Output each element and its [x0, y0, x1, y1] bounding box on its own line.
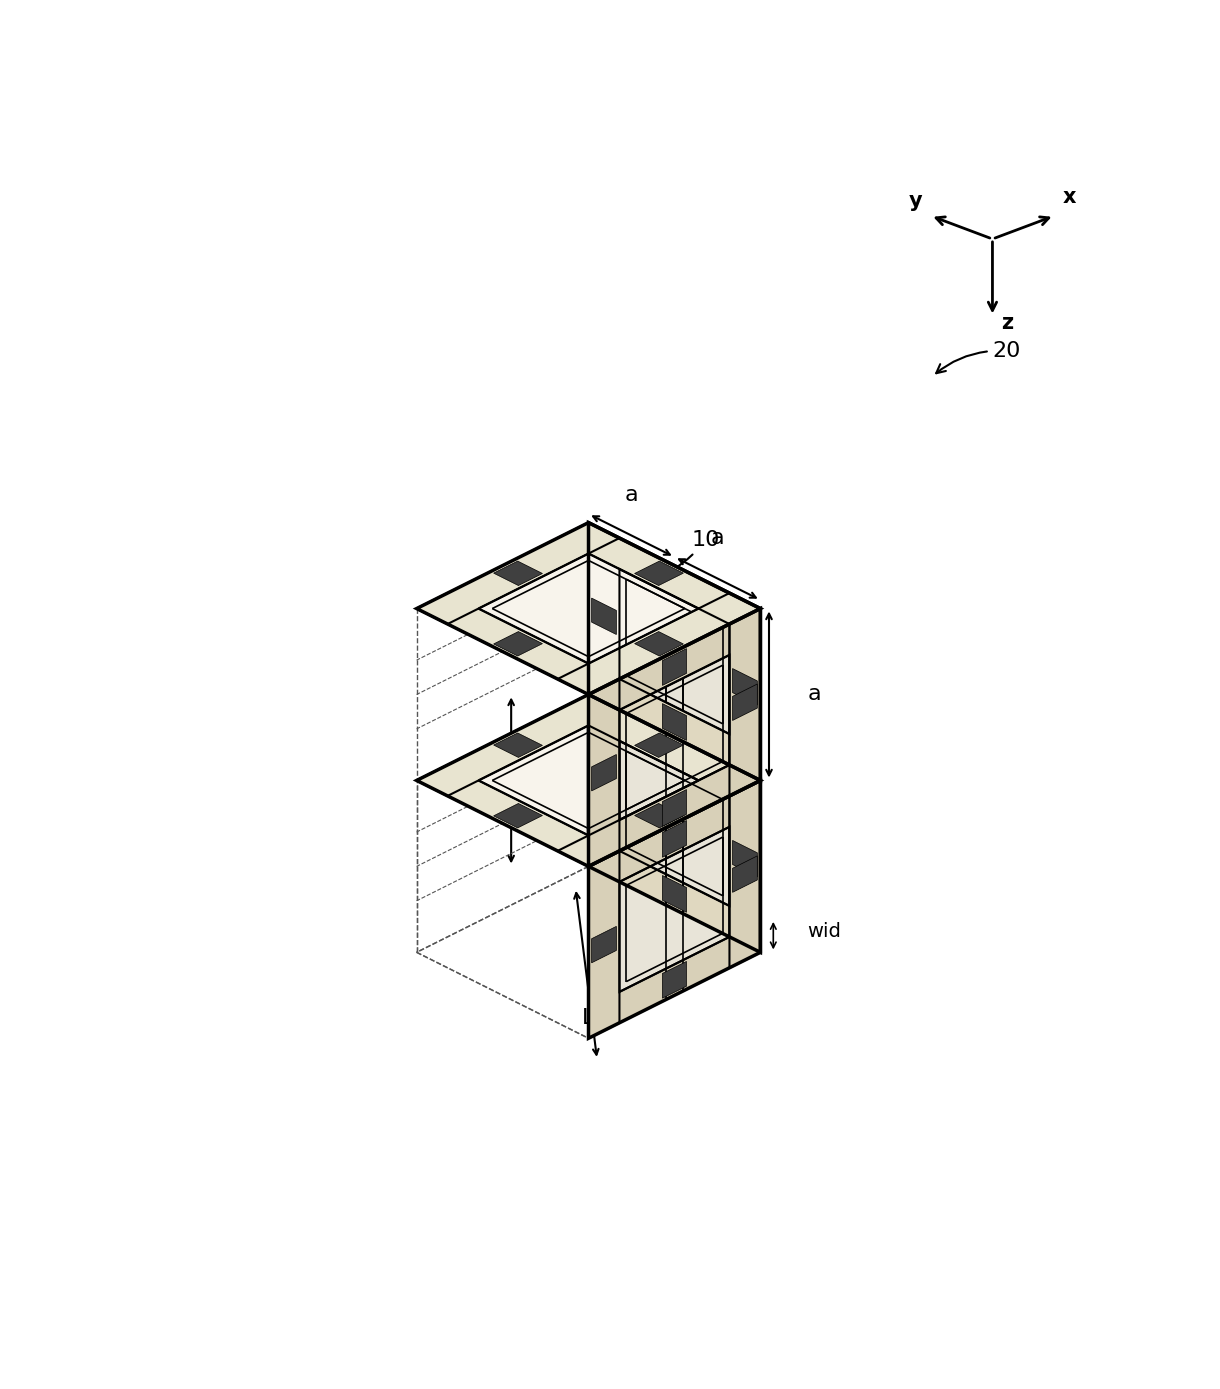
- Polygon shape: [662, 821, 687, 857]
- Polygon shape: [662, 875, 687, 913]
- Polygon shape: [416, 522, 620, 624]
- Polygon shape: [662, 961, 687, 999]
- Polygon shape: [662, 649, 687, 685]
- Polygon shape: [558, 765, 760, 867]
- Text: 10: 10: [595, 529, 720, 585]
- Text: x: x: [1063, 188, 1076, 207]
- Text: a: a: [625, 485, 638, 506]
- Polygon shape: [588, 921, 760, 1039]
- Polygon shape: [588, 694, 760, 953]
- Polygon shape: [732, 668, 758, 706]
- Text: 20: 20: [936, 340, 1021, 374]
- Polygon shape: [662, 704, 687, 740]
- Text: a: a: [710, 528, 725, 549]
- Polygon shape: [588, 664, 760, 781]
- Polygon shape: [634, 733, 683, 757]
- Polygon shape: [494, 733, 543, 757]
- Polygon shape: [662, 735, 687, 771]
- Polygon shape: [730, 765, 760, 953]
- Polygon shape: [588, 522, 620, 710]
- Text: y: y: [909, 192, 922, 211]
- Polygon shape: [634, 803, 683, 828]
- Polygon shape: [588, 608, 760, 867]
- Polygon shape: [558, 694, 760, 796]
- Polygon shape: [588, 522, 760, 781]
- Polygon shape: [558, 593, 760, 694]
- Polygon shape: [588, 608, 760, 725]
- Polygon shape: [416, 593, 620, 694]
- Polygon shape: [730, 593, 760, 781]
- Polygon shape: [592, 926, 616, 963]
- Polygon shape: [588, 694, 760, 811]
- Polygon shape: [588, 750, 760, 867]
- Polygon shape: [416, 694, 760, 867]
- Polygon shape: [494, 561, 543, 586]
- Polygon shape: [592, 770, 616, 807]
- Text: wid: wid: [808, 922, 842, 940]
- Polygon shape: [634, 632, 683, 656]
- Polygon shape: [416, 694, 620, 796]
- Polygon shape: [662, 563, 687, 600]
- Text: a: a: [808, 685, 821, 704]
- Polygon shape: [494, 803, 543, 828]
- Polygon shape: [730, 781, 760, 968]
- Polygon shape: [588, 781, 760, 1039]
- Polygon shape: [494, 632, 543, 656]
- Polygon shape: [588, 522, 760, 639]
- Text: L: L: [473, 771, 486, 790]
- Polygon shape: [588, 835, 760, 953]
- Polygon shape: [592, 599, 616, 635]
- Polygon shape: [416, 765, 620, 867]
- Polygon shape: [662, 789, 687, 826]
- Polygon shape: [588, 851, 620, 1039]
- Polygon shape: [588, 679, 620, 867]
- Polygon shape: [634, 561, 683, 586]
- Polygon shape: [730, 608, 760, 796]
- Text: L: L: [582, 1008, 594, 1028]
- Polygon shape: [588, 781, 760, 897]
- Polygon shape: [732, 840, 758, 876]
- Polygon shape: [732, 683, 758, 721]
- Polygon shape: [588, 694, 620, 882]
- Polygon shape: [592, 754, 616, 790]
- Text: z: z: [1002, 314, 1013, 333]
- Polygon shape: [416, 522, 760, 694]
- Polygon shape: [558, 522, 760, 624]
- Polygon shape: [732, 856, 758, 892]
